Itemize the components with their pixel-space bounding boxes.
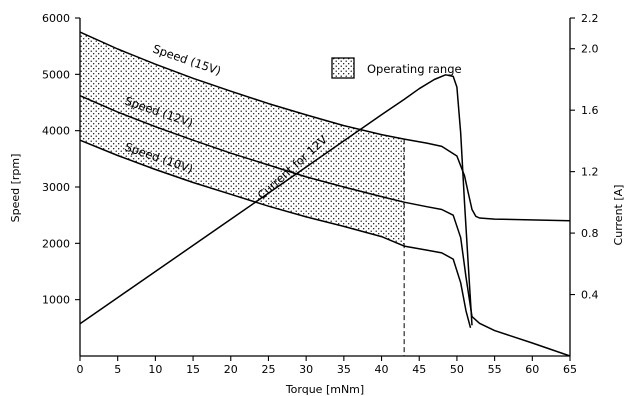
y2-tick-label-0: 0.4 bbox=[581, 289, 599, 302]
y2-tick-label-4: 2.0 bbox=[581, 43, 599, 56]
operating-range-layer bbox=[80, 32, 405, 356]
y-tick-label-1: 2000 bbox=[42, 237, 70, 250]
y-tick-label-5: 6000 bbox=[42, 12, 70, 25]
x-tick-label-4: 20 bbox=[224, 363, 238, 376]
y2-tick-label-2: 1.2 bbox=[581, 166, 599, 179]
y-tick-label-3: 4000 bbox=[42, 125, 70, 138]
x-axis-title: Torque [mNm] bbox=[285, 383, 364, 396]
y-tick-label-4: 5000 bbox=[42, 68, 70, 81]
right-y-axis-title: Current [A] bbox=[612, 185, 625, 246]
y-tick-label-0: 1000 bbox=[42, 294, 70, 307]
operating-range-area bbox=[80, 32, 405, 247]
y2-tick-label-5: 2.2 bbox=[581, 12, 599, 25]
x-tick-label-1: 5 bbox=[114, 363, 121, 376]
series-line-0 bbox=[79, 31, 571, 222]
x-tick-label-7: 35 bbox=[337, 363, 351, 376]
x-tick-label-13: 65 bbox=[563, 363, 577, 376]
left-y-axis-title: Speed [rpm] bbox=[9, 154, 22, 223]
x-tick-label-12: 60 bbox=[525, 363, 539, 376]
x-tick-label-2: 10 bbox=[148, 363, 162, 376]
legend-swatch bbox=[331, 57, 355, 79]
legend: Operating range bbox=[331, 57, 462, 79]
x-tick-label-9: 45 bbox=[412, 363, 426, 376]
x-tick-label-0: 0 bbox=[77, 363, 84, 376]
y2-tick-label-1: 0.8 bbox=[581, 227, 599, 240]
y-tick-label-2: 3000 bbox=[42, 181, 70, 194]
x-tick-label-6: 30 bbox=[299, 363, 313, 376]
y2-tick-label-3: 1.6 bbox=[581, 104, 599, 117]
series-line-1 bbox=[79, 95, 571, 357]
legend-label: Operating range bbox=[367, 62, 462, 76]
series-line-2 bbox=[79, 139, 472, 328]
curves-layer bbox=[79, 31, 571, 357]
x-tick-label-8: 40 bbox=[375, 363, 389, 376]
x-tick-label-3: 15 bbox=[186, 363, 200, 376]
x-tick-label-5: 25 bbox=[261, 363, 275, 376]
series-line-3 bbox=[79, 74, 473, 326]
ticks-layer: 0 5 10 15 20 25 30 35 40 45 50 55 60 65 1000 2000 3000 40… bbox=[42, 12, 599, 376]
x-tick-label-11: 55 bbox=[488, 363, 502, 376]
x-tick-label-10: 50 bbox=[450, 363, 464, 376]
